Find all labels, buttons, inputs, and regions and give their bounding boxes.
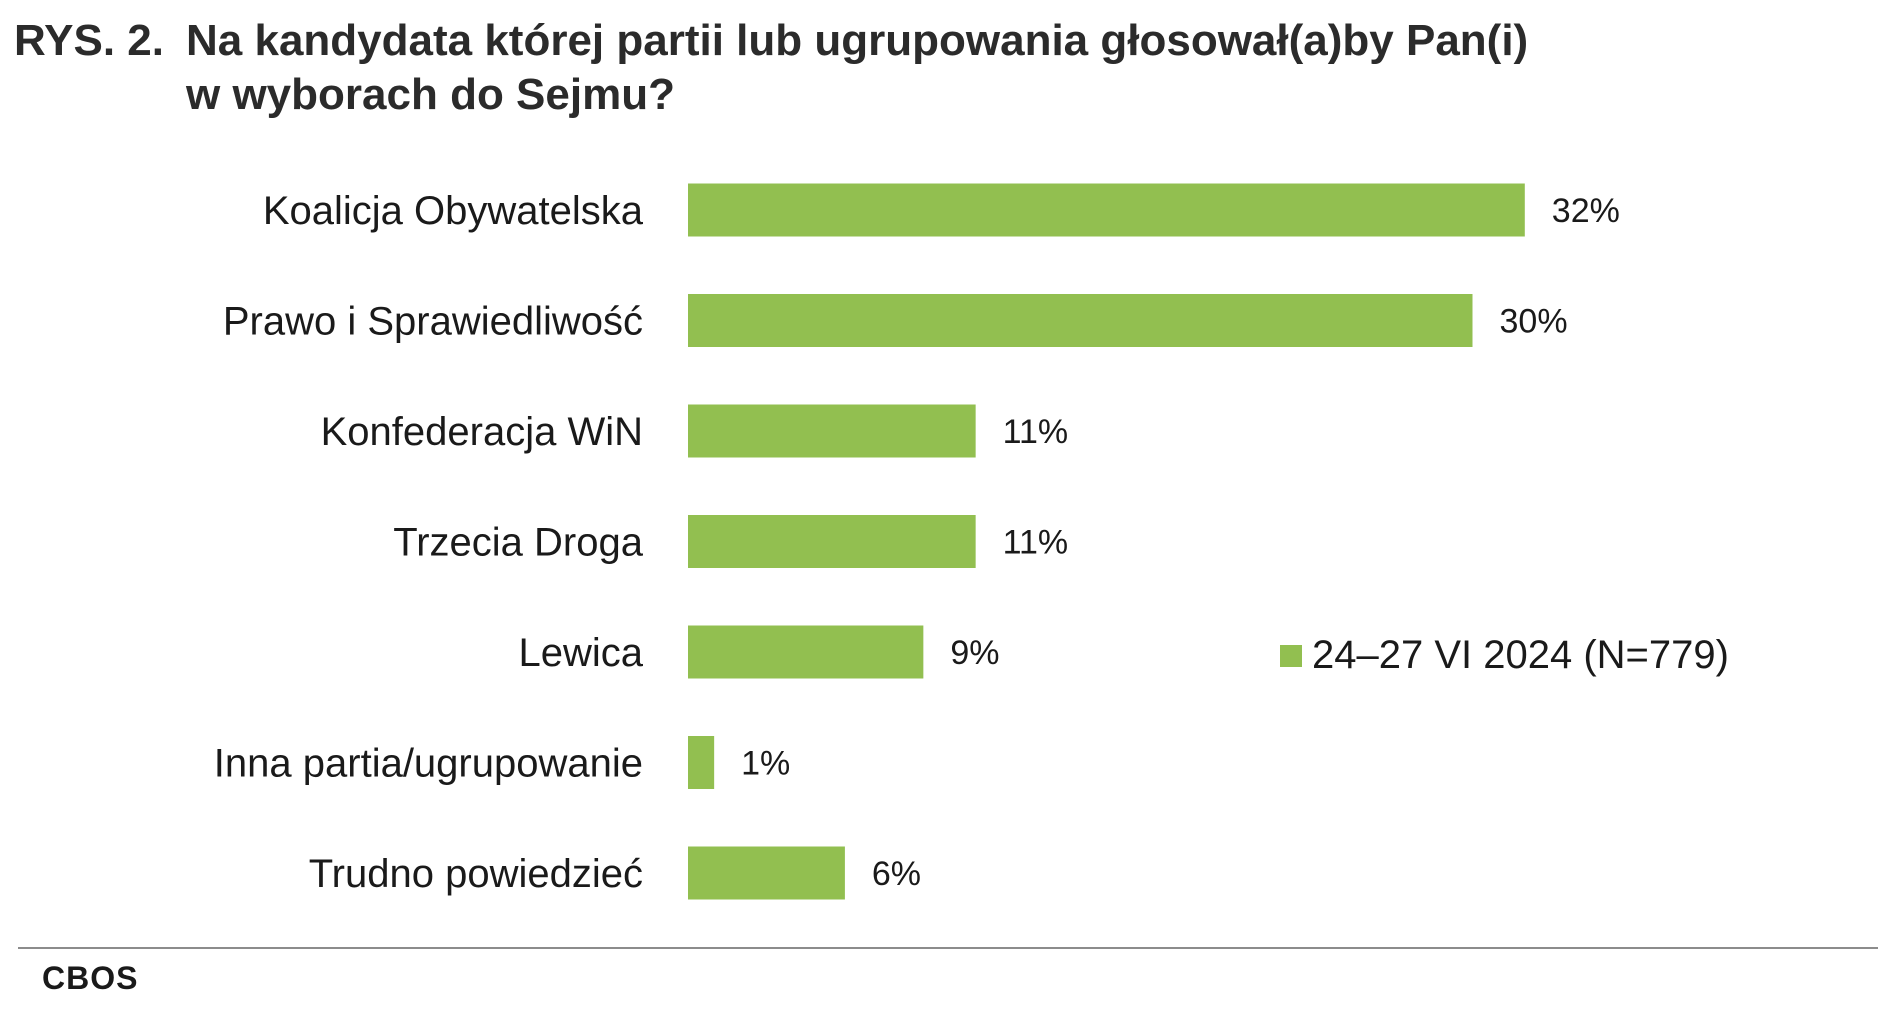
category-label-prawo-i-sprawiedliwosc: Prawo i Sprawiedliwość — [223, 300, 643, 344]
bar-lewica — [688, 625, 924, 679]
source-label: CBOS — [42, 960, 139, 996]
category-label-trzecia-droga: Trzecia Droga — [393, 521, 643, 565]
title-prefix: RYS. 2. — [14, 16, 164, 65]
bar-inna-partia-ugrupowanie — [688, 736, 715, 789]
value-label-trudno-powiedziec: 6% — [872, 855, 921, 893]
bar-trzecia-droga — [688, 515, 976, 568]
value-label-konfederacja-win: 11% — [1003, 413, 1069, 451]
legend-label: 24–27 VI 2024 (N=779) — [1312, 633, 1729, 677]
category-label-konfederacja-win: Konfederacja WiN — [321, 410, 643, 454]
category-label-koalicja-obywatelska: Koalicja Obywatelska — [263, 189, 644, 233]
legend-swatch — [1280, 644, 1302, 667]
footer-divider — [18, 947, 1878, 949]
category-label-trudno-powiedziec: Trudno powiedzieć — [309, 852, 643, 896]
bar-koalicja-obywatelska — [688, 183, 1525, 237]
value-label-koalicja-obywatelska: 32% — [1552, 192, 1620, 230]
bar-prawo-i-sprawiedliwosc — [688, 294, 1473, 347]
legend: 24–27 VI 2024 (N=779) — [1280, 633, 1729, 678]
category-label-inna-partia-ugrupowanie: Inna partia/ugrupowanie — [214, 742, 643, 786]
value-label-lewica: 9% — [950, 634, 999, 672]
title-line-2: w wyborach do Sejmu? — [186, 70, 675, 119]
value-label-trzecia-droga: 11% — [1003, 524, 1069, 562]
bar-konfederacja-win — [688, 404, 976, 458]
value-label-prawo-i-sprawiedliwosc: 30% — [1500, 303, 1568, 341]
bar-trudno-powiedziec — [688, 846, 845, 900]
category-label-lewica: Lewica — [518, 631, 643, 675]
chart-title: RYS. 2. Na kandydata której partii lub ug… — [14, 14, 1528, 122]
title-line-1: Na kandydata której partii lub ugrupowan… — [186, 16, 1529, 65]
bar-chart: Koalicja Obywatelska 32% Prawo i Sprawiedl… — [214, 183, 1620, 900]
value-label-inna-partia-ugrupowanie: 1% — [741, 745, 790, 783]
